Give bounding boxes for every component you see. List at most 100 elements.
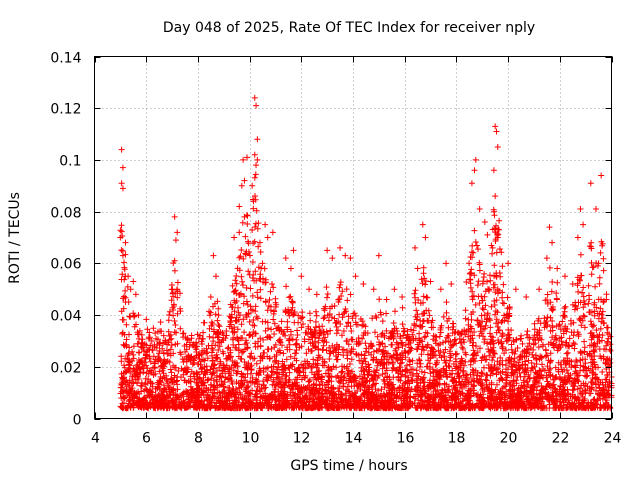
data-point [492,123,499,130]
data-point [375,252,382,259]
data-point [119,185,126,192]
data-point [360,281,367,288]
x-tick-label: 12 [293,431,311,447]
data-point [536,286,543,293]
x-tick-label: 8 [194,431,203,447]
data-point [254,136,261,143]
x-tick-label: 14 [345,431,363,447]
data-point [490,167,497,174]
data-point [561,273,568,280]
data-point [494,144,501,150]
data-point [264,234,271,241]
data-point [476,206,483,213]
chart-title: Day 048 of 2025, Rate Of TEC Index for r… [163,20,535,36]
data-point [262,221,269,228]
y-tick-label: 0 [73,413,82,429]
data-point [171,213,178,220]
data-point [370,286,377,293]
data-point [352,273,359,280]
data-point [256,239,263,246]
x-tick-label: 22 [552,431,570,447]
data-point [493,128,500,135]
data-point [132,291,139,298]
data-point [251,151,258,158]
data-point [437,286,444,293]
x-axis-label: GPS time / hours [290,458,407,474]
data-point [512,286,519,293]
data-point [391,286,398,293]
y-tick-label: 0.1 [59,154,81,170]
data-point [492,193,499,200]
data-point [287,265,294,272]
data-point [135,312,142,319]
data-point [244,154,251,161]
data-point [238,182,245,189]
data-point [236,229,243,236]
data-point [448,281,455,288]
data-point [174,229,181,236]
data-point [241,177,248,184]
data-point [329,255,336,262]
data-point [298,273,305,280]
data-point [587,180,594,187]
data-point [337,244,344,251]
data-point [468,180,475,187]
data-point [306,286,313,293]
data-point [569,281,576,288]
y-axis-label: ROTI / TECUs [7,192,23,284]
y-tick-label: 0.08 [50,206,81,222]
data-point [215,312,222,319]
y-tick-label: 0.06 [50,257,81,273]
data-point [484,231,491,238]
data-point [324,247,331,254]
data-point [481,218,488,225]
data-point [290,247,297,254]
data-point [118,180,125,187]
axis-ticks: 4 6 8 10 12 14 16 18 20 22 24 0 0.02 0.04 0.06 0.08 0.1 0… [50,51,621,447]
x-tick-label: 4 [91,431,100,447]
data-point [422,234,429,241]
data-point [523,293,530,300]
data-point [207,293,214,300]
data-point [259,260,266,267]
data-point [231,234,238,241]
data-point [269,229,276,236]
data-point [130,278,137,285]
data-point [118,146,125,153]
x-tick-label: 16 [397,431,415,447]
data-point-cloud [117,171,615,412]
y-tick-label: 0.02 [50,361,81,377]
x-tick-label: 24 [604,431,622,447]
y-tick-label: 0.12 [50,102,81,118]
data-point [505,260,512,267]
data-point [249,182,256,189]
data-point [313,291,320,298]
data-point [347,255,354,262]
data-point [254,156,261,163]
data-point [119,164,126,171]
y-tick-label: 0.14 [50,51,81,67]
x-tick-label: 6 [142,431,151,447]
data-point [443,260,450,267]
grid-lines [94,56,612,419]
data-point [210,252,217,259]
data-point [240,156,247,163]
x-tick-label: 18 [448,431,466,447]
data-point [549,239,556,246]
data-point [383,296,390,303]
data-point [236,203,243,210]
data-point [543,255,550,262]
data-point [172,237,179,244]
data-point [212,273,219,280]
data-point [412,244,419,251]
data-point [251,94,258,101]
data-point [580,221,587,228]
data-point [342,252,349,259]
data-point [122,239,129,246]
data-point [253,162,260,169]
data-point [282,255,289,262]
data-point [592,206,599,213]
x-tick-label: 10 [242,431,260,447]
data-points [117,94,615,412]
